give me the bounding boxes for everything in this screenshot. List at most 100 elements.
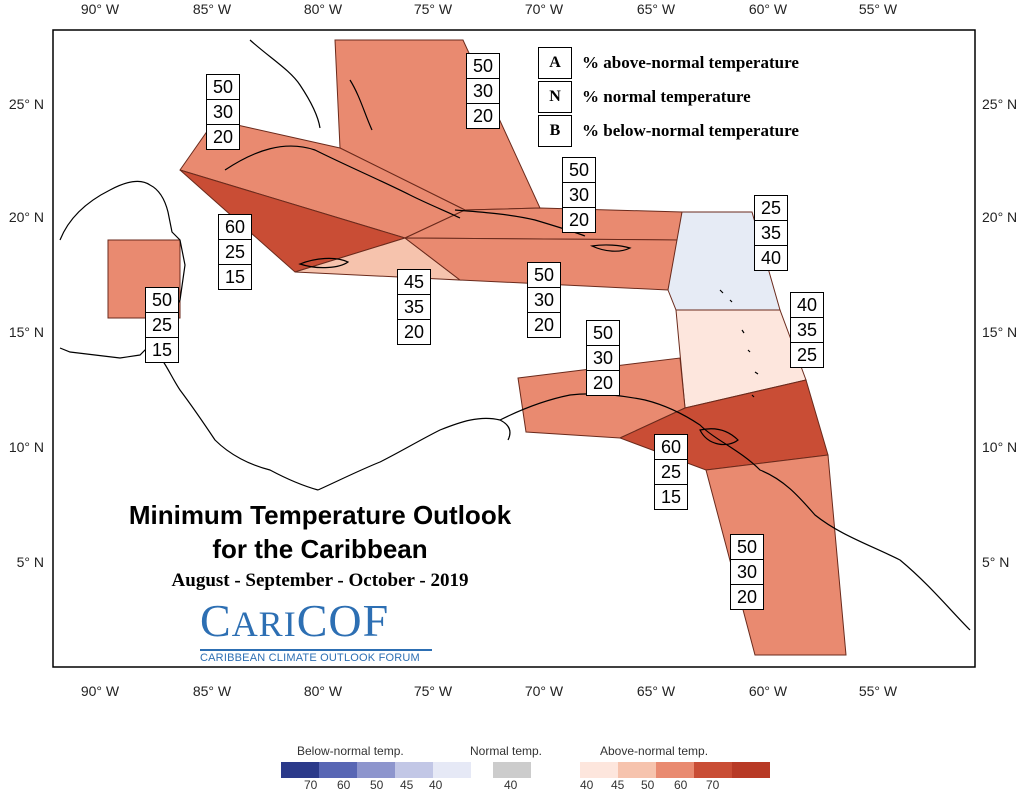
above-value: 50 xyxy=(563,158,595,183)
below-swatch-40 xyxy=(433,762,471,778)
below-value: 25 xyxy=(796,345,818,365)
normal-value: 30 xyxy=(731,560,763,585)
lat-tick-left-5: 5° N xyxy=(17,554,44,570)
below-value: 20 xyxy=(568,210,590,230)
prob-box-south-hispaniola: 50 30 20 xyxy=(527,262,561,338)
above-swatch-60 xyxy=(694,762,732,778)
normal-title: Normal temp. xyxy=(470,744,543,758)
normal-tick: 40 xyxy=(504,778,518,792)
prob-box-bahamas: 50 30 20 xyxy=(466,53,500,129)
key-row-above: A % above-normal temperature xyxy=(538,46,799,80)
prob-box-guianas: 50 30 20 xyxy=(730,534,764,610)
lon-tick-bottom-55: 55° W xyxy=(859,683,898,699)
below-swatch-50 xyxy=(357,762,395,778)
below-swatch-70 xyxy=(281,762,319,778)
color-legend: Below-normal temp. Normal temp. Above-no… xyxy=(0,740,1030,792)
lon-tick-top-90: 90° W xyxy=(81,1,120,17)
map-subtitle: for the Caribbean xyxy=(212,534,428,564)
normal-value: 35 xyxy=(791,318,823,343)
lon-tick-bottom-70: 70° W xyxy=(525,683,564,699)
key-letter: A xyxy=(538,47,572,79)
lon-tick-top-80: 80° W xyxy=(304,1,343,17)
prob-box-windward-islands: 40 35 25 xyxy=(790,292,824,368)
prob-box-hispaniola: 50 30 20 xyxy=(562,157,596,233)
below-value: 15 xyxy=(224,267,246,287)
below-tick: 60 xyxy=(337,778,351,792)
below-normal-title: Below-normal temp. xyxy=(297,744,404,758)
below-tick: 50 xyxy=(370,778,384,792)
above-tick: 60 xyxy=(674,778,688,792)
below-swatch-45 xyxy=(395,762,433,778)
lon-tick-top-55: 55° W xyxy=(859,1,898,17)
key-letter: B xyxy=(538,115,572,147)
prob-box-jamaica: 45 35 20 xyxy=(397,269,431,345)
normal-value: 25 xyxy=(655,460,687,485)
prob-box-trinidad-tobago: 60 25 15 xyxy=(654,434,688,510)
season-label: August - September - October - 2019 xyxy=(171,570,469,591)
below-value: 20 xyxy=(592,373,614,393)
key-text: % above-normal temperature xyxy=(582,53,799,72)
normal-value: 25 xyxy=(219,240,251,265)
lat-tick-left-10: 10° N xyxy=(9,439,44,455)
key-row-normal: N % normal temperature xyxy=(538,80,799,114)
above-value: 50 xyxy=(467,54,499,79)
prob-box-cuba: 50 30 20 xyxy=(206,74,240,150)
lon-tick-bottom-80: 80° W xyxy=(304,683,343,699)
below-value: 15 xyxy=(660,487,682,507)
prob-box-belize: 50 25 15 xyxy=(145,287,179,363)
key-row-below: B % below-normal temperature xyxy=(538,114,799,148)
below-tick: 45 xyxy=(400,778,414,792)
prob-box-cayman-west: 60 25 15 xyxy=(218,214,252,290)
below-value: 15 xyxy=(151,340,173,360)
below-tick: 40 xyxy=(429,778,443,792)
probability-key: A % above-normal temperature N % normal … xyxy=(538,46,799,148)
above-tick: 45 xyxy=(611,778,625,792)
below-swatch-60 xyxy=(319,762,357,778)
normal-value: 30 xyxy=(207,100,239,125)
lat-tick-right-25: 25° N xyxy=(982,96,1017,112)
below-value: 20 xyxy=(736,587,758,607)
below-value: 20 xyxy=(212,127,234,147)
above-value: 50 xyxy=(731,535,763,560)
lon-tick-bottom-60: 60° W xyxy=(749,683,788,699)
above-tick: 70 xyxy=(706,778,720,792)
below-value: 20 xyxy=(533,315,555,335)
outlook-map: 90° W 85° W 80° W 75° W 70° W 65° W 60° … xyxy=(9,1,1017,699)
above-swatch-45 xyxy=(618,762,656,778)
lon-tick-bottom-65: 65° W xyxy=(637,683,676,699)
above-value: 50 xyxy=(587,321,619,346)
longitude-ticks: 90° W 85° W 80° W 75° W 70° W 65° W 60° … xyxy=(81,1,898,699)
map-title-block: Minimum Temperature Outlook for the Cari… xyxy=(60,498,580,592)
above-normal-title: Above-normal temp. xyxy=(600,744,709,758)
above-value: 50 xyxy=(207,75,239,100)
lat-tick-left-25: 25° N xyxy=(9,96,44,112)
lon-tick-top-85: 85° W xyxy=(193,1,232,17)
normal-value: 25 xyxy=(146,313,178,338)
above-swatch-40 xyxy=(580,762,618,778)
normal-value: 30 xyxy=(587,346,619,371)
above-value: 45 xyxy=(398,270,430,295)
lat-tick-left-20: 20° N xyxy=(9,209,44,225)
below-value: 20 xyxy=(472,106,494,126)
below-value: 20 xyxy=(403,322,425,342)
lon-tick-bottom-75: 75° W xyxy=(414,683,453,699)
above-value: 40 xyxy=(791,293,823,318)
lon-tick-top-60: 60° W xyxy=(749,1,788,17)
map-title: Minimum Temperature Outlook xyxy=(128,500,512,530)
above-value: 60 xyxy=(655,435,687,460)
above-tick: 50 xyxy=(641,778,655,792)
normal-swatch-40 xyxy=(493,762,531,778)
latitude-ticks: 25° N 20° N 15° N 10° N 5° N 25° N 20° N… xyxy=(9,96,1017,570)
above-value: 25 xyxy=(755,196,787,221)
normal-value: 35 xyxy=(755,221,787,246)
above-swatch-50 xyxy=(656,762,694,778)
lat-tick-right-5: 5° N xyxy=(982,554,1009,570)
logo-subtitle: CARIBBEAN CLIMATE OUTLOOK FORUM xyxy=(200,649,432,664)
key-letter: N xyxy=(538,81,572,113)
logo-wordmark: CARICOF xyxy=(200,595,390,646)
lon-tick-top-70: 70° W xyxy=(525,1,564,17)
prob-box-abc-islands: 50 30 20 xyxy=(586,320,620,396)
lat-tick-right-10: 10° N xyxy=(982,439,1017,455)
lon-tick-bottom-85: 85° W xyxy=(193,683,232,699)
lat-tick-left-15: 15° N xyxy=(9,324,44,340)
